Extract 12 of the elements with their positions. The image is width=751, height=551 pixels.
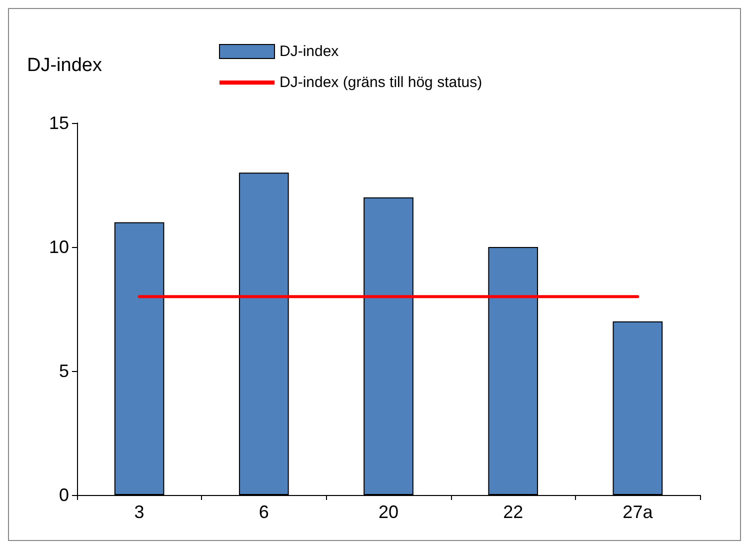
- x-tick-label: 27a: [622, 502, 654, 522]
- y-axis-title: DJ-index: [27, 55, 102, 76]
- legend-label: DJ-index: [280, 43, 340, 60]
- y-tick-label: 15: [48, 113, 69, 133]
- y-tick-label: 0: [58, 485, 69, 505]
- x-tick-label: 6: [258, 502, 269, 522]
- x-tick-label: 20: [378, 502, 399, 522]
- legend-label: DJ-index (gräns till hög status): [280, 74, 482, 91]
- y-tick-label: 10: [48, 237, 69, 257]
- x-tick-label: 22: [503, 502, 524, 522]
- y-tick-label: 5: [58, 361, 69, 381]
- x-tick-label: 3: [134, 502, 144, 522]
